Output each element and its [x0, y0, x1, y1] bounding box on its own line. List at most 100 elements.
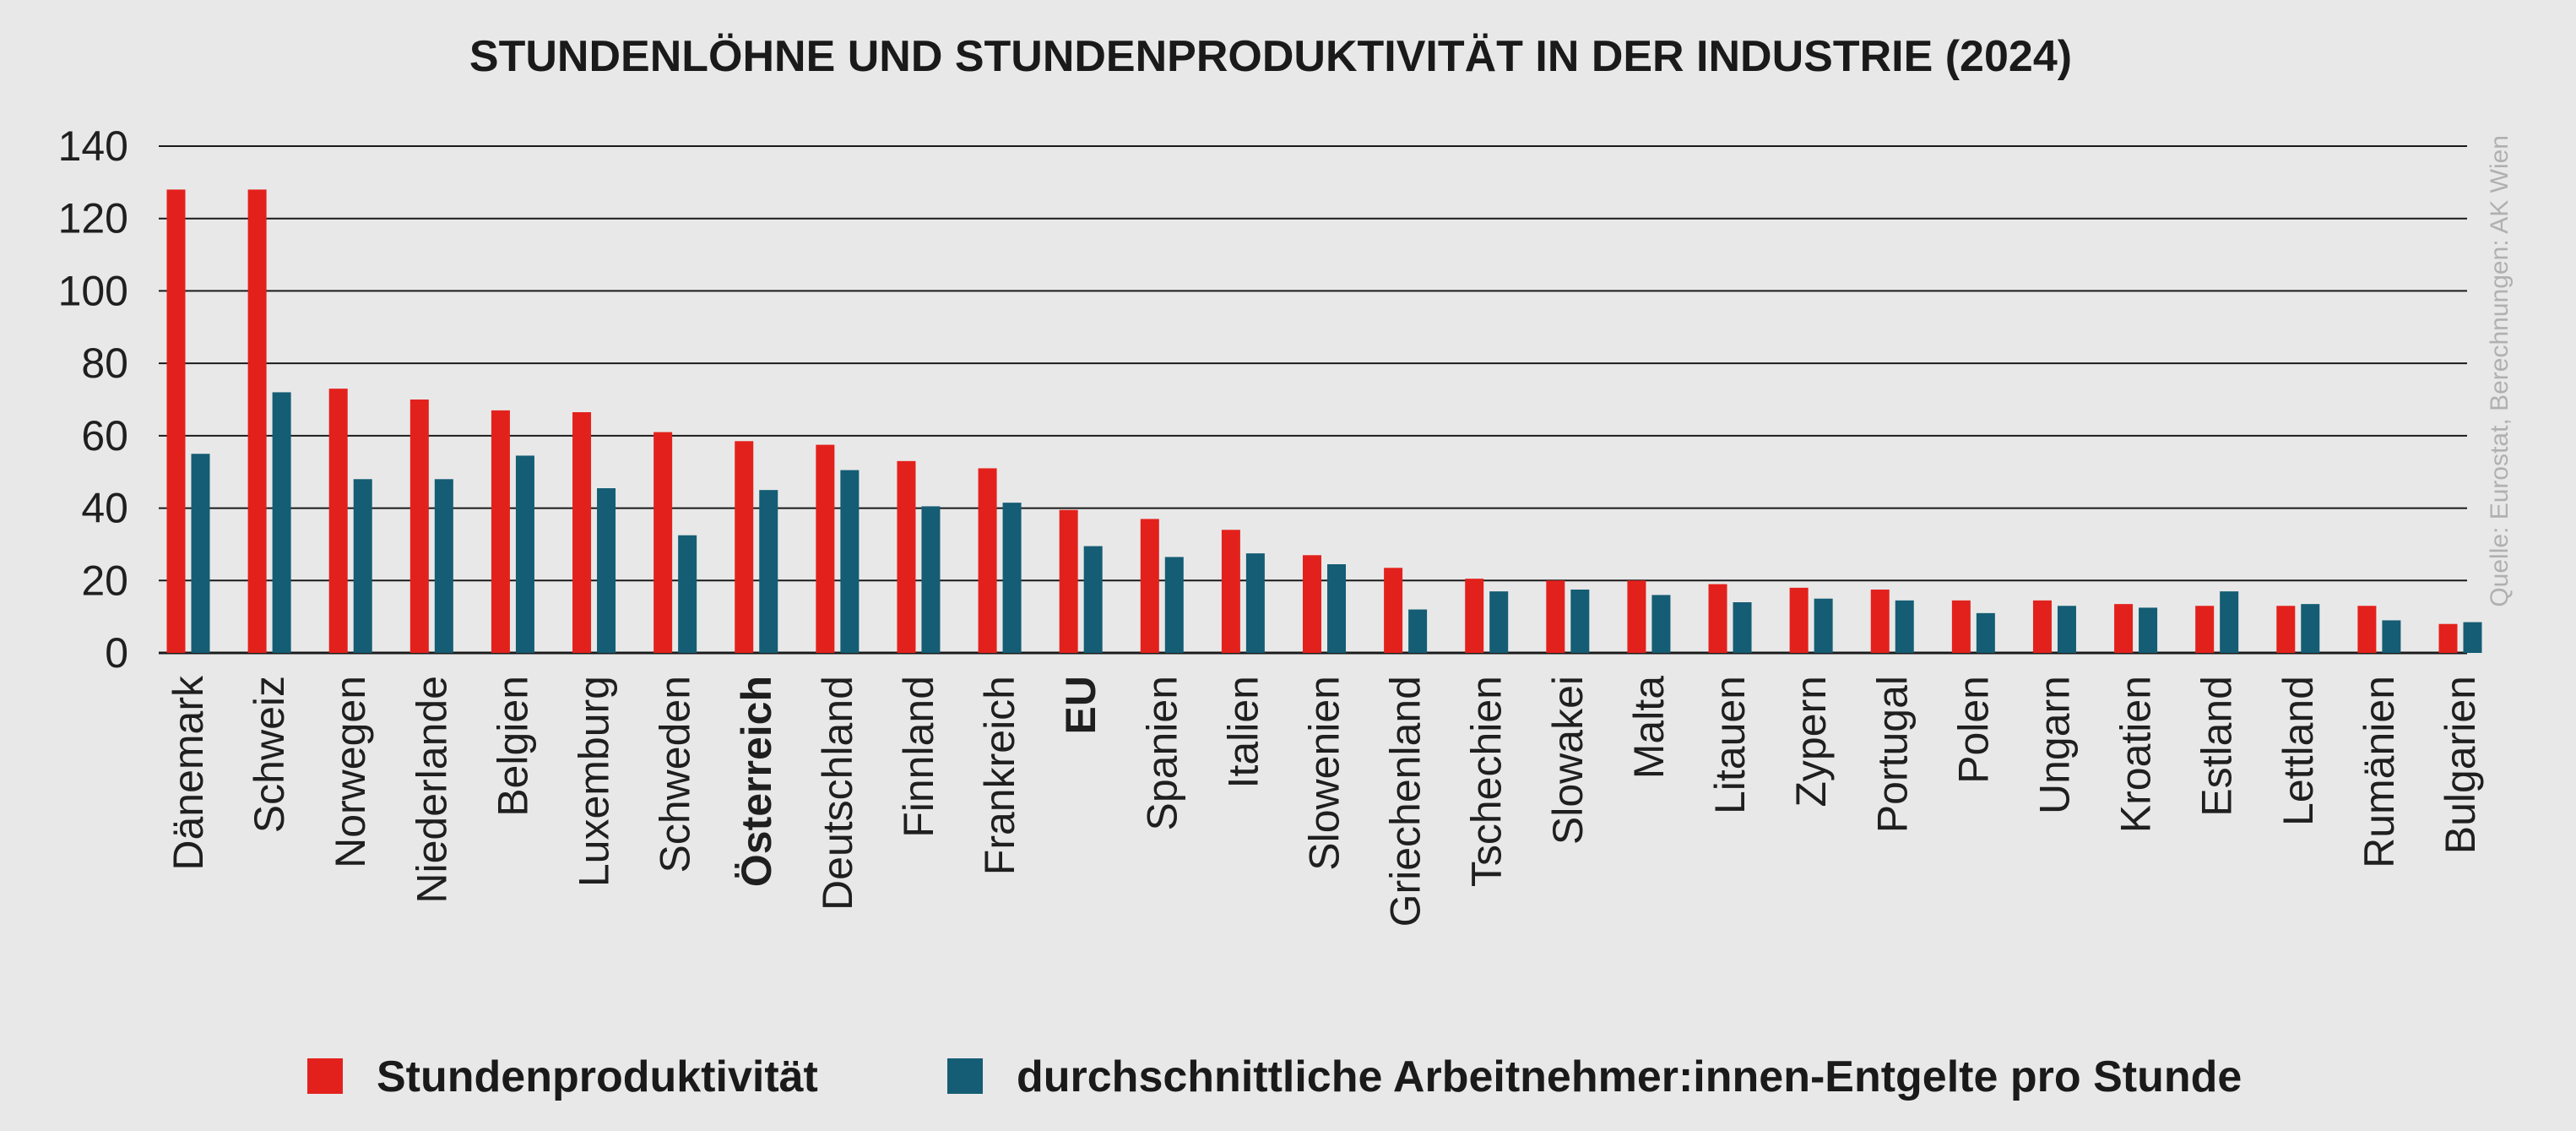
- bar-produktivitaet: [1870, 590, 1890, 653]
- x-tick-label: Griechenland: [1382, 676, 1429, 927]
- bar-entgelte: [921, 506, 941, 653]
- bar-produktivitaet: [1221, 530, 1240, 653]
- bar-entgelte: [2057, 606, 2076, 653]
- x-tick-label: Slowenien: [1301, 676, 1348, 871]
- legend-swatch: [307, 1058, 343, 1094]
- x-tick-label: Zypern: [1787, 676, 1835, 807]
- y-tick-label: 100: [58, 267, 128, 314]
- y-axis-ticks: 0 20 40 60 80 100 120 140: [58, 122, 128, 677]
- bar-produktivitaet: [2276, 606, 2296, 653]
- bar-produktivitaet: [897, 460, 916, 653]
- y-tick-label: 60: [81, 412, 128, 459]
- x-tick-label: Niederlande: [408, 676, 455, 904]
- bar-produktivitaet: [1546, 580, 1565, 653]
- x-tick-label: Estland: [2194, 676, 2241, 817]
- bar-entgelte: [1976, 612, 1995, 653]
- y-tick-label: 120: [58, 195, 128, 242]
- bar-entgelte: [1651, 595, 1671, 653]
- x-tick-label: Polen: [1950, 676, 1997, 784]
- x-tick-label: Litauen: [1706, 676, 1754, 814]
- y-tick-label: 0: [105, 629, 128, 677]
- x-tick-label: Österreich: [733, 676, 780, 887]
- bar-entgelte: [1327, 564, 1346, 653]
- legend-label: Stundenproduktivität: [377, 1052, 818, 1101]
- bar-produktivitaet: [1384, 568, 1403, 653]
- bar-produktivitaet: [409, 400, 429, 653]
- bar-entgelte: [1245, 553, 1265, 653]
- bar-produktivitaet: [1951, 600, 1971, 653]
- bar-produktivitaet: [1708, 584, 1727, 653]
- bar-entgelte: [597, 488, 616, 653]
- source-note: Quelle: Eurostat, Berechnungen: AK Wien: [2486, 135, 2514, 607]
- bar-produktivitaet: [1303, 555, 1321, 653]
- x-tick-label: Belgien: [489, 676, 536, 817]
- bar-entgelte: [1408, 609, 1428, 653]
- x-tick-label: Malta: [1625, 676, 1673, 779]
- bar-produktivitaet: [735, 441, 754, 653]
- bar-produktivitaet: [816, 444, 835, 653]
- bar-entgelte: [1002, 503, 1022, 653]
- bar-entgelte: [678, 535, 697, 653]
- bar-produktivitaet: [2114, 604, 2134, 653]
- bar-produktivitaet: [572, 412, 592, 653]
- x-tick-label: Frankreich: [976, 676, 1023, 875]
- x-tick-label: Slowakei: [1544, 676, 1592, 845]
- bar-entgelte: [191, 454, 210, 653]
- bar-produktivitaet: [2438, 623, 2458, 653]
- y-tick-label: 140: [58, 122, 128, 170]
- bar-entgelte: [2139, 607, 2158, 653]
- legend-swatch: [947, 1058, 983, 1094]
- chart-title: STUNDENLÖHNE UND STUNDENPRODUKTIVITÄT IN…: [469, 32, 2072, 81]
- x-tick-label: Rumänien: [2356, 676, 2403, 868]
- gridlines: [159, 145, 2467, 655]
- x-tick-label: Schweden: [652, 676, 699, 873]
- bar-produktivitaet: [653, 432, 673, 653]
- x-tick-label: Bulgarien: [2437, 676, 2484, 854]
- bar-entgelte: [2382, 620, 2401, 653]
- bar-entgelte: [1489, 591, 1509, 653]
- bar-entgelte: [1083, 546, 1103, 653]
- bar-entgelte: [272, 392, 291, 653]
- bar-produktivitaet: [2195, 606, 2215, 653]
- x-tick-label: Kroatien: [2112, 676, 2160, 833]
- bar-entgelte: [1164, 557, 1184, 653]
- x-tick-label: Ungarn: [2031, 676, 2078, 814]
- y-tick-label: 80: [81, 340, 128, 387]
- x-tick-label: Portugal: [1868, 676, 1916, 833]
- bar-entgelte: [515, 455, 534, 653]
- bar-produktivitaet: [978, 468, 997, 653]
- x-tick-label: EU: [1057, 676, 1104, 734]
- bar-entgelte: [353, 479, 372, 653]
- bar-produktivitaet: [1059, 509, 1078, 653]
- bar-produktivitaet: [247, 189, 267, 653]
- x-tick-label: Norwegen: [327, 676, 374, 868]
- x-tick-label: Finnland: [895, 676, 942, 838]
- bar-produktivitaet: [2032, 600, 2052, 653]
- legend: Stundenproduktivität durchschnittliche Ar…: [307, 1052, 2242, 1101]
- bar-entgelte: [2301, 604, 2320, 653]
- x-tick-label: Schweiz: [246, 676, 293, 833]
- bar-produktivitaet: [1140, 519, 1159, 653]
- bar-produktivitaet: [2357, 606, 2377, 653]
- legend-label: durchschnittliche Arbeitnehmer:innen-Ent…: [1017, 1052, 2242, 1101]
- x-tick-label: Italien: [1219, 676, 1266, 788]
- bar-entgelte: [1733, 602, 1752, 653]
- bar-entgelte: [434, 479, 453, 653]
- y-tick-label: 40: [81, 485, 128, 532]
- bar-entgelte: [840, 470, 860, 653]
- bars: [166, 189, 2482, 653]
- x-axis-labels: Dänemark Schweiz Norwegen Niederlande Belgie…: [165, 675, 2484, 927]
- bar-entgelte: [759, 490, 778, 653]
- x-tick-label: Spanien: [1138, 676, 1185, 831]
- bar-entgelte: [1895, 600, 1914, 653]
- bar-produktivitaet: [166, 189, 186, 653]
- x-tick-label: Luxemburg: [571, 676, 618, 887]
- bar-produktivitaet: [1627, 580, 1646, 653]
- bar-produktivitaet: [1789, 587, 1809, 653]
- bar-produktivitaet: [1465, 579, 1484, 653]
- bar-entgelte: [1814, 598, 1833, 653]
- bar-entgelte: [1570, 590, 1590, 653]
- x-tick-label: Tschechien: [1463, 676, 1510, 887]
- bar-produktivitaet: [328, 389, 348, 653]
